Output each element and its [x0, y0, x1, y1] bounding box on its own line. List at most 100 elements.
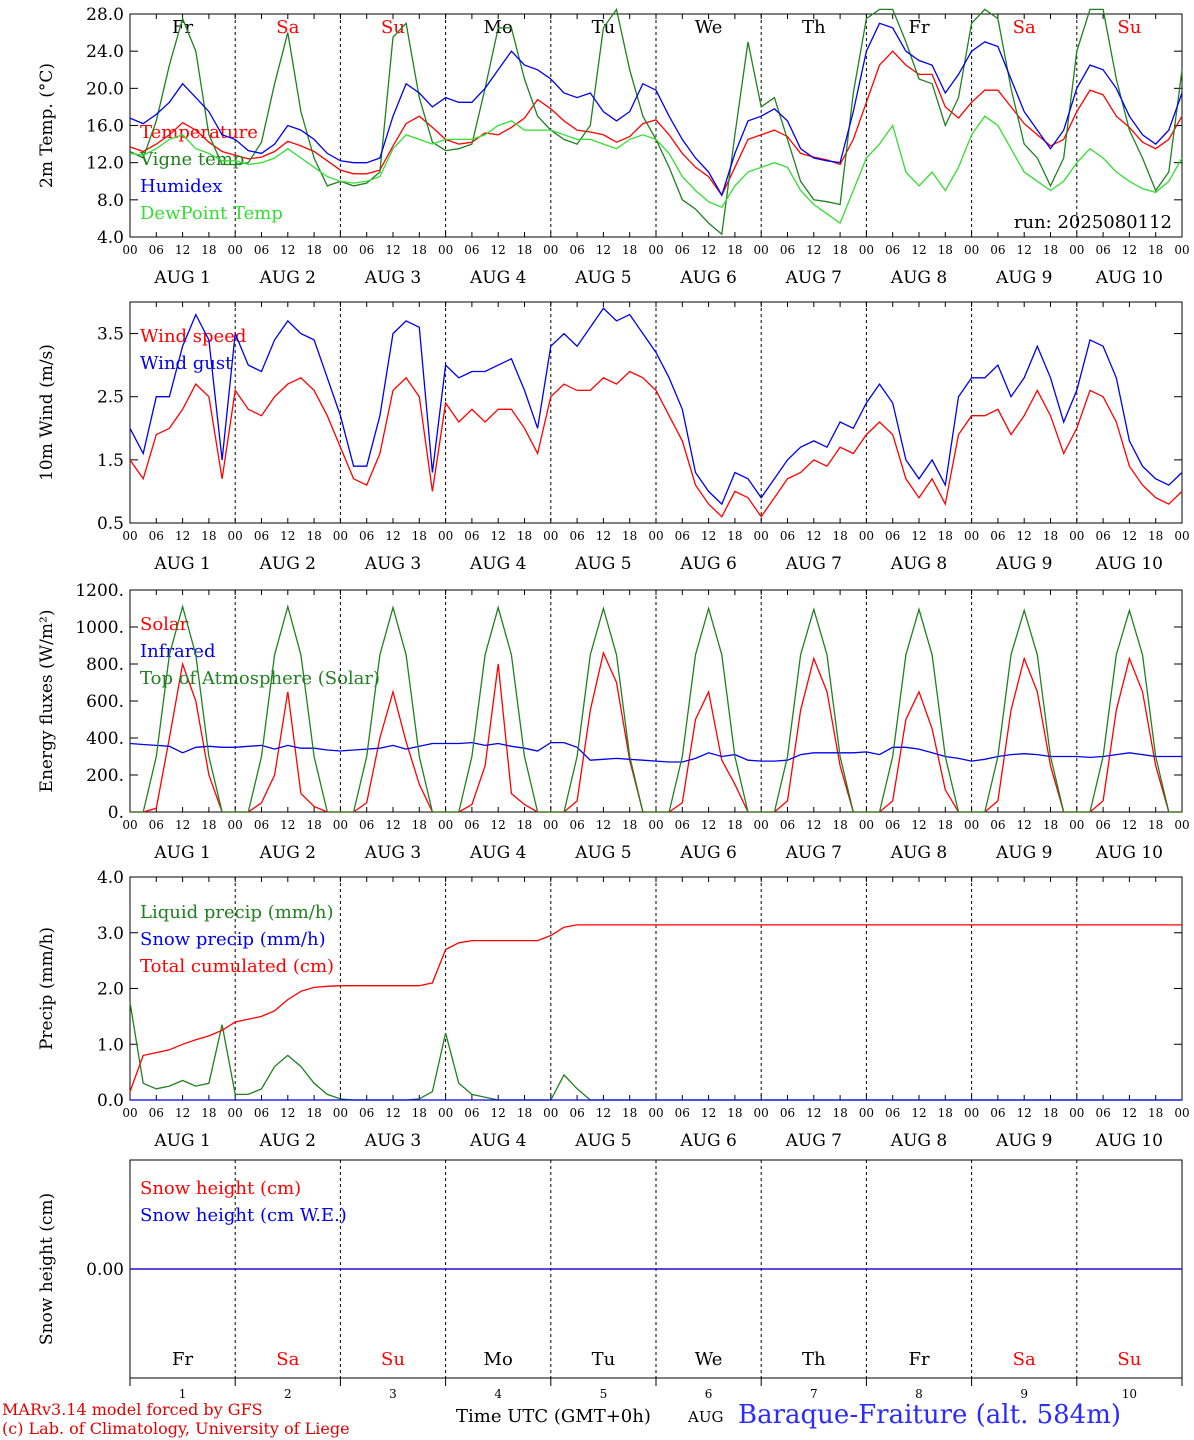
- weekday-label: Fr: [172, 1349, 193, 1370]
- series-line: [130, 604, 1182, 813]
- hour-tick-label: 12: [806, 818, 821, 832]
- day-number-label: 8: [915, 1387, 923, 1400]
- hour-tick-label: 18: [832, 1106, 847, 1120]
- date-label: AUG 3: [364, 268, 421, 288]
- series-line: [129, 924, 1182, 1092]
- hour-tick-label: 06: [254, 529, 269, 543]
- hour-tick-label: 06: [149, 818, 164, 832]
- y-tick-label: 4.0: [97, 868, 124, 888]
- hour-tick-label: 18: [938, 1106, 953, 1120]
- weekday-label: Su: [381, 1349, 405, 1370]
- date-label: AUG 8: [890, 1131, 947, 1151]
- hour-tick-label: 00: [964, 529, 979, 543]
- weekday-label: Sa: [276, 1349, 299, 1370]
- legend-entry: Wind speed: [140, 326, 246, 347]
- hour-tick-label: 12: [175, 243, 190, 257]
- hour-tick-label: 18: [517, 1106, 532, 1120]
- model-credit-line2: (c) Lab. of Climatology, University of L…: [2, 1419, 350, 1438]
- date-label: AUG 6: [679, 1131, 736, 1151]
- hour-tick-label: 00: [964, 243, 979, 257]
- date-label: AUG 6: [679, 268, 736, 288]
- hour-tick-label: 18: [622, 1106, 637, 1120]
- hour-tick-label: 18: [201, 529, 216, 543]
- hour-tick-label: 18: [412, 818, 427, 832]
- hour-tick-label: 12: [911, 818, 926, 832]
- date-label: AUG 1: [153, 1131, 210, 1151]
- time-axis-label: Time UTC (GMT+0h): [456, 1406, 651, 1427]
- hour-tick-label: 12: [491, 529, 506, 543]
- legend-entry: Humidex: [140, 176, 222, 197]
- hour-tick-label: 18: [727, 818, 742, 832]
- y-axis-label: 2m Temp. (°C): [37, 63, 57, 188]
- hour-tick-label: 18: [412, 1106, 427, 1120]
- hour-tick-label: 18: [1043, 818, 1058, 832]
- hour-tick-label: 12: [596, 1106, 611, 1120]
- hour-tick-label: 00: [648, 818, 663, 832]
- hour-tick-label: 06: [569, 243, 584, 257]
- hour-tick-label: 06: [885, 1106, 900, 1120]
- hour-tick-label: 18: [306, 818, 321, 832]
- y-tick-label: 3.0: [97, 924, 124, 944]
- y-tick-label: 16.0: [86, 117, 124, 137]
- hour-tick-label: 18: [832, 818, 847, 832]
- hour-tick-label: 18: [1148, 243, 1163, 257]
- hour-tick-label: 00: [333, 529, 348, 543]
- y-axis-label: Energy fluxes (W/m²): [37, 610, 57, 793]
- weekday-label: Sa: [1013, 17, 1036, 38]
- hour-tick-label: 12: [701, 529, 716, 543]
- hour-tick-label: 06: [780, 529, 795, 543]
- hour-tick-label: 06: [675, 243, 690, 257]
- hour-tick-label: 00: [964, 1106, 979, 1120]
- hour-tick-label: 06: [464, 529, 479, 543]
- hour-tick-label: 00: [333, 1106, 348, 1120]
- date-label: AUG 9: [995, 268, 1052, 288]
- hour-tick-label: 06: [675, 1106, 690, 1120]
- day-number-label: 5: [600, 1387, 608, 1400]
- date-label: AUG 9: [995, 1131, 1052, 1151]
- weekday-label: Tu: [592, 1349, 616, 1370]
- date-label: AUG 10: [1095, 268, 1163, 288]
- weekday-label: Th: [802, 17, 826, 38]
- hour-tick-label: 12: [280, 529, 295, 543]
- hour-tick-label: 00: [543, 1106, 558, 1120]
- day-number-label: 3: [389, 1387, 397, 1400]
- y-tick-label: 200.: [86, 766, 124, 786]
- hour-tick-label: 06: [780, 1106, 795, 1120]
- hour-tick-label: 12: [1017, 1106, 1032, 1120]
- hour-tick-label: 18: [622, 243, 637, 257]
- date-label: AUG 9: [995, 554, 1052, 574]
- hour-tick-label: 12: [1122, 529, 1137, 543]
- date-label: AUG 1: [153, 268, 210, 288]
- y-axis-label: 10m Wind (m/s): [37, 344, 57, 481]
- hour-tick-label: 06: [675, 818, 690, 832]
- hour-tick-label: 18: [306, 1106, 321, 1120]
- weekday-label: Mo: [484, 1349, 513, 1370]
- model-credit: MARv3.14 model forced by GFS (c) Lab. of…: [2, 1400, 350, 1438]
- hour-tick-label: 18: [1043, 529, 1058, 543]
- hour-tick-label: 06: [885, 243, 900, 257]
- y-axis-label: Snow height (cm): [37, 1193, 57, 1345]
- hour-tick-label: 06: [254, 818, 269, 832]
- hour-tick-label: 12: [491, 243, 506, 257]
- hour-tick-label: 18: [201, 1106, 216, 1120]
- weekday-label: We: [695, 1349, 723, 1370]
- hour-tick-label: 06: [359, 529, 374, 543]
- hour-tick-label: 18: [412, 243, 427, 257]
- hour-tick-label: 00: [859, 1106, 874, 1120]
- weekday-label: Fr: [908, 1349, 929, 1370]
- model-credit-line1: MARv3.14 model forced by GFS: [2, 1400, 263, 1419]
- day-number-label: 4: [494, 1387, 502, 1400]
- weekday-label: Su: [1117, 1349, 1141, 1370]
- date-label: AUG 2: [259, 1131, 316, 1151]
- series-line: [129, 370, 1183, 518]
- date-label: AUG 5: [574, 268, 631, 288]
- hour-tick-label: 06: [990, 243, 1005, 257]
- weekday-label: Th: [802, 1349, 826, 1370]
- legend-entry: Vigne temp: [139, 149, 244, 170]
- hour-tick-label: 00: [543, 243, 558, 257]
- date-label: AUG 2: [259, 843, 316, 863]
- hour-tick-label: 00: [228, 818, 243, 832]
- hour-tick-label: 18: [727, 1106, 742, 1120]
- date-label: AUG 3: [364, 1131, 421, 1151]
- y-tick-label: 800.: [86, 655, 124, 675]
